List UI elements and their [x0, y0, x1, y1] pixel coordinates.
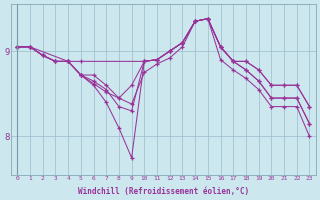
X-axis label: Windchill (Refroidissement éolien,°C): Windchill (Refroidissement éolien,°C): [78, 187, 249, 196]
